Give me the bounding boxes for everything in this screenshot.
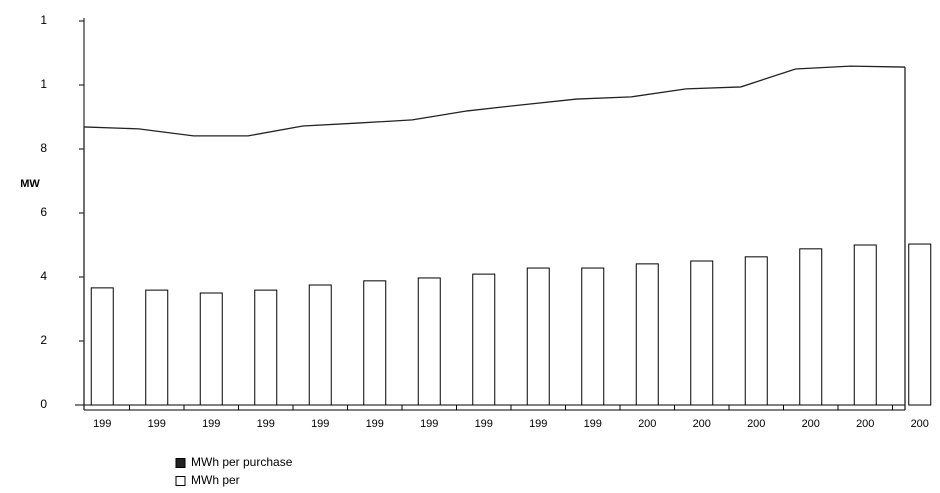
y-tick-label: 4 [40, 269, 47, 283]
x-tick-label: 200 [856, 418, 874, 430]
y-tick-label: 6 [40, 205, 47, 219]
x-tick-label: 200 [911, 418, 929, 430]
line [83, 65, 906, 137]
bar [581, 267, 605, 406]
bar [472, 273, 496, 406]
x-tick-label: 200 [747, 418, 765, 430]
x-tick-label: 199 [420, 418, 438, 430]
bar [90, 287, 114, 406]
x-tick-label: 199 [366, 418, 384, 430]
y-tick-label: 1 [40, 13, 47, 27]
bar [417, 277, 441, 406]
y-tick-label: 8 [40, 141, 47, 155]
legend-swatch [175, 458, 186, 468]
y-tick-label: 1 [40, 77, 47, 91]
bar [799, 248, 823, 406]
x-tick-label: 199 [584, 418, 602, 430]
bar [853, 244, 877, 406]
bar [690, 260, 714, 406]
x-tick-label: 199 [529, 418, 547, 430]
y-tick-label: 2 [40, 333, 47, 347]
x-tick-label: 199 [93, 418, 111, 430]
x-tick-label: 200 [638, 418, 656, 430]
bar [199, 292, 223, 406]
x-tick-label: 199 [475, 418, 493, 430]
bar [908, 243, 932, 406]
bar [744, 256, 768, 406]
legend-label: MWh per [191, 473, 240, 487]
bar [526, 267, 550, 406]
bar [363, 280, 387, 406]
x-tick-label: 199 [148, 418, 166, 430]
x-tick-label: 199 [311, 418, 329, 430]
bar [254, 289, 278, 406]
x-tick-label: 199 [202, 418, 220, 430]
y-tick-label: 0 [40, 397, 47, 411]
legend-swatch [175, 476, 186, 486]
bar [145, 289, 169, 406]
x-tick-label: 200 [693, 418, 711, 430]
bar [308, 284, 332, 406]
bar [635, 263, 659, 406]
x-tick-label: 200 [802, 418, 820, 430]
legend-label: MWh per purchase [191, 455, 293, 469]
y-axis-label: MW [20, 178, 40, 190]
x-tick-label: 199 [257, 418, 275, 430]
